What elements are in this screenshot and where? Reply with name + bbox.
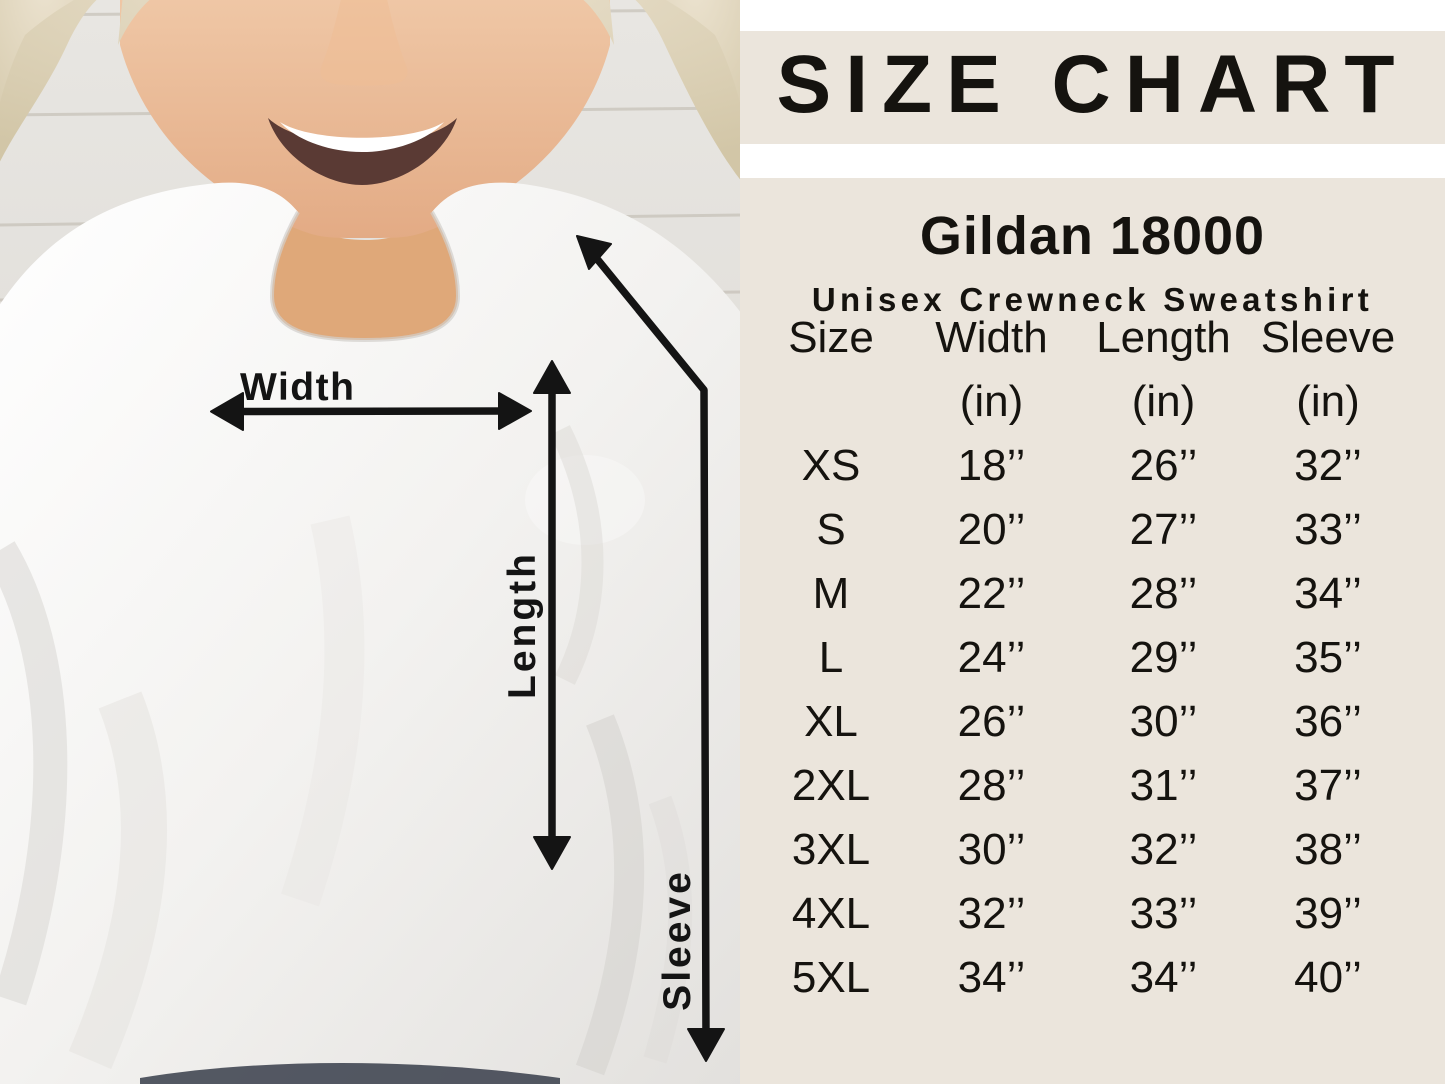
- svg-text:Sleeve: Sleeve: [656, 869, 699, 1011]
- svg-text:Width: Width: [240, 366, 355, 409]
- svg-text:Length: Length: [501, 551, 544, 699]
